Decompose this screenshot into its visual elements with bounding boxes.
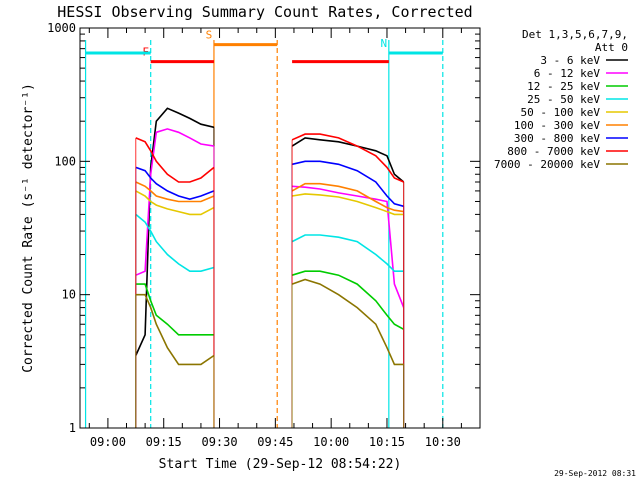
legend-label: 12 - 25 keV (527, 80, 600, 93)
series-line (291, 234, 404, 272)
series-line (135, 190, 215, 216)
series-line (291, 137, 405, 183)
series-line (135, 137, 215, 183)
y-axis-label: Corrected Count Rate (s⁻¹ detector⁻¹) (21, 83, 36, 373)
series-line (291, 270, 405, 331)
legend-label: 800 - 7000 keV (507, 145, 600, 158)
x-axis: 09:00 09:15 09:30 09:45 10:00 10:15 10:30 (88, 28, 481, 449)
flag-label: N (381, 37, 388, 50)
x-tick-label: 09:45 (257, 435, 293, 449)
legend-label: 3 - 6 keV (540, 54, 600, 67)
legend-label: 25 - 50 keV (527, 93, 600, 106)
x-tick-label: 10:30 (425, 435, 461, 449)
x-tick-label: 09:00 (90, 435, 126, 449)
legend-label: 50 - 100 keV (521, 106, 601, 119)
series-line (291, 182, 404, 213)
flag-label: S (206, 29, 213, 42)
x-tick-label: 10:15 (369, 435, 405, 449)
legend-header: Det 1,3,5,6,7,9, (522, 28, 628, 41)
plot-area: FNS (84, 29, 444, 428)
series-line (291, 160, 404, 208)
series-line (291, 133, 405, 183)
legend-label: 7000 - 20000 keV (494, 158, 600, 171)
legend-label: 6 - 12 keV (534, 67, 601, 80)
y-axis: 1 10 100 1000 (47, 21, 480, 435)
y-tick-label: 1 (69, 421, 76, 435)
series-line (135, 107, 215, 356)
y-tick-label: 1000 (47, 21, 76, 35)
legend-label: 300 - 800 keV (514, 132, 600, 145)
x-tick-label: 10:00 (313, 435, 349, 449)
series-line (135, 181, 215, 203)
series-line (292, 185, 405, 308)
y-tick-label: 100 (54, 154, 76, 168)
series-line (135, 166, 215, 201)
y-tick-label: 10 (62, 288, 76, 302)
series-line (135, 128, 215, 276)
series-line (135, 213, 215, 272)
series-line (291, 278, 404, 366)
x-tick-label: 09:30 (201, 435, 237, 449)
legend-header: Att 0 (595, 41, 628, 54)
plot-frame (79, 27, 481, 429)
series-line (135, 293, 215, 366)
timestamp: 29-Sep-2012 08:31 (554, 469, 636, 478)
chart-title: HESSI Observing Summary Count Rates, Cor… (57, 3, 472, 21)
series-line (135, 283, 214, 336)
series-line (291, 193, 404, 216)
x-axis-label: Start Time (29-Sep-12 08:54:22) (159, 457, 402, 472)
legend-label: 100 - 300 keV (514, 119, 600, 132)
x-tick-label: 09:15 (146, 435, 182, 449)
